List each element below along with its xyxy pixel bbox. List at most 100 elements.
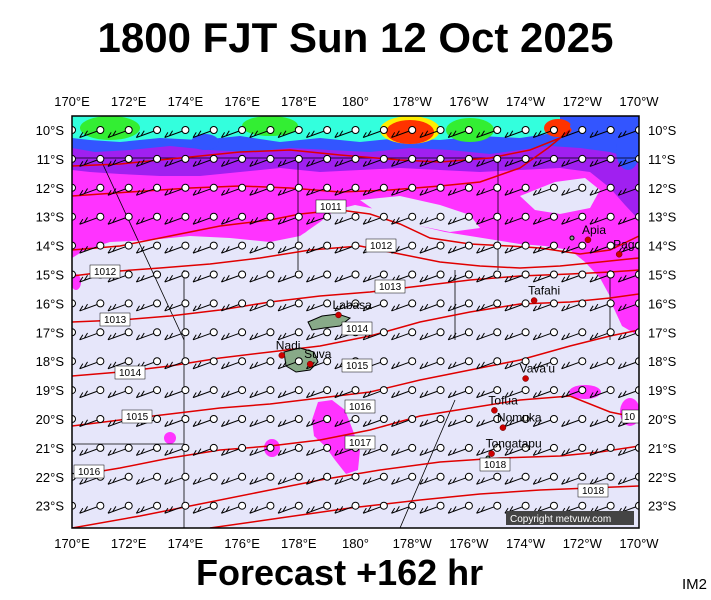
wind-barb-feather	[419, 334, 424, 341]
wind-barb-feather	[334, 276, 339, 283]
lon-label-top: 170°E	[54, 94, 90, 109]
wind-barb-feather	[589, 247, 594, 254]
wind-barb-feather	[476, 132, 481, 138]
grid-point-circle	[294, 270, 303, 279]
grid-point-circle	[294, 154, 303, 163]
wind-barb-feather	[140, 303, 145, 310]
wind-barb-feather	[254, 332, 259, 339]
wind-barb-feather	[339, 274, 344, 281]
wind-barb-feather	[277, 507, 282, 514]
grid-point-circle	[436, 386, 445, 395]
wind-barb-feather	[277, 218, 282, 225]
wind-barb-feather	[306, 507, 311, 514]
wind-barb-feather	[310, 246, 315, 252]
wind-barb-feather	[164, 276, 169, 283]
wind-barb-feather	[395, 361, 400, 368]
grid-point-circle	[124, 154, 133, 163]
wind-barb-feather	[395, 246, 400, 252]
grid-point-circle	[351, 270, 360, 279]
grid-point-circle	[464, 328, 473, 337]
wind-barb-feather	[504, 478, 509, 485]
grid-point-circle	[606, 443, 615, 452]
wind-barb-feather	[452, 332, 457, 339]
wind-barb-feather	[169, 246, 174, 252]
wind-barb-feather	[452, 506, 457, 512]
wind-barb-feather	[447, 478, 452, 485]
wind-barb-feather	[339, 217, 344, 223]
grid-point-circle	[464, 154, 473, 163]
grid-point-circle	[408, 241, 417, 250]
lat-label-right: 18°S	[648, 354, 677, 369]
grid-point-circle	[294, 299, 303, 308]
wind-barb-feather	[480, 332, 485, 339]
grid-point-circle	[578, 212, 587, 221]
wind-barb-feather	[254, 448, 259, 454]
grid-point-circle	[549, 299, 558, 308]
wind-barb-feather	[140, 332, 145, 339]
wind-barb-feather	[225, 332, 230, 339]
wind-barb-feather	[589, 421, 594, 427]
wind-barb-feather	[83, 448, 88, 454]
grid-point-circle	[436, 415, 445, 423]
wind-barb-feather	[334, 189, 339, 196]
grid-point-circle	[351, 126, 360, 134]
wind-barb-feather	[622, 217, 627, 223]
wind-barb-feather	[192, 276, 197, 283]
wind-barb-feather	[476, 334, 481, 341]
wind-barb-feather	[594, 159, 599, 165]
wind-barb-feather	[306, 161, 311, 167]
wind-barb-feather	[282, 217, 287, 223]
wind-barb-feather	[480, 448, 485, 454]
grid-point-circle	[266, 126, 275, 134]
wind-barb-feather	[192, 161, 197, 167]
wind-barb-feather	[362, 478, 367, 485]
wind-barb-feather	[254, 159, 259, 165]
wind-barb-feather	[589, 218, 594, 225]
wind-barb-feather	[395, 390, 400, 397]
wind-barb-feather	[622, 477, 627, 483]
wind-barb-feather	[221, 305, 226, 312]
grid-point-circle	[464, 472, 473, 481]
grid-point-circle	[578, 154, 587, 163]
grid-point-circle	[181, 357, 190, 366]
wind-barb-feather	[537, 332, 542, 339]
forecast-hour-label: Forecast +162 hr	[196, 552, 484, 593]
grid-point-circle	[493, 183, 502, 192]
grid-point-circle	[238, 212, 247, 221]
wind-barb-feather	[565, 477, 570, 483]
grid-point-circle	[464, 270, 473, 279]
wind-barb-feather	[424, 159, 429, 165]
wind-barb-feather	[197, 390, 202, 397]
grid-point-circle	[493, 415, 502, 423]
grid-point-circle	[606, 126, 615, 134]
grid-point-circle	[72, 126, 76, 134]
isobar-label-box	[365, 238, 397, 253]
lat-label-right: 19°S	[648, 383, 677, 398]
grid-point-circle	[549, 241, 558, 250]
wind-barb-feather	[617, 363, 622, 369]
wind-barb-feather	[339, 130, 344, 137]
wind-barb-feather	[452, 448, 457, 454]
wind-barb-feather	[83, 130, 88, 137]
wind-barb-feather	[277, 421, 282, 427]
place-marker	[278, 352, 286, 359]
wind-barb-feather	[164, 478, 169, 485]
grid-point-circle	[323, 241, 332, 250]
wind-barb-feather	[254, 506, 259, 512]
wind-barb-feather	[192, 189, 197, 196]
grid-point-circle	[436, 270, 445, 279]
wind-barb-feather	[561, 478, 566, 485]
grid-point-circle	[294, 126, 303, 134]
wind-barb-feather	[249, 276, 254, 283]
wind-barb-feather	[197, 448, 202, 454]
isobar-label-box	[374, 279, 406, 294]
wind-barb-feather	[197, 130, 202, 137]
grid-point-circle	[635, 241, 639, 250]
wind-barb-feather	[362, 507, 367, 514]
grid-point-circle	[408, 183, 417, 192]
wind-barb-feather	[197, 419, 202, 426]
wind-barb-feather	[249, 478, 254, 485]
grid-point-circle	[464, 357, 473, 366]
lon-label-bottom: 170°W	[619, 536, 659, 551]
grid-point-circle	[606, 154, 615, 163]
